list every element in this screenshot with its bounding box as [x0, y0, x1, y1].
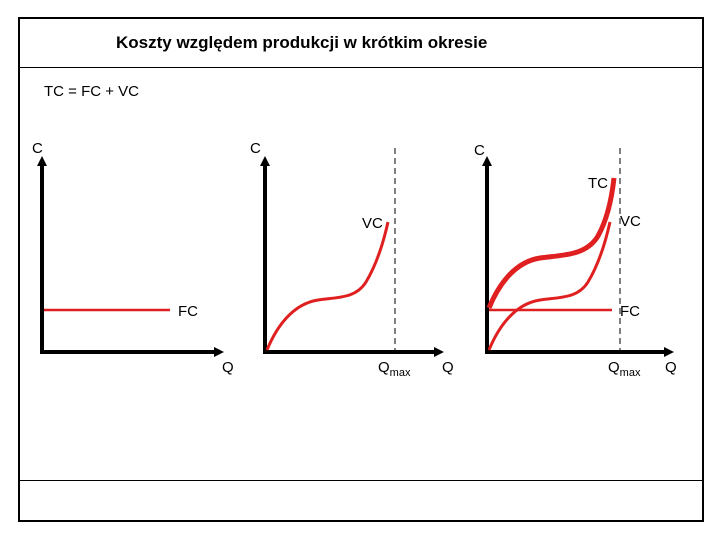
panel-tc: C Q Qmax TC VC FC: [474, 142, 677, 379]
vc-curve: [265, 221, 390, 351]
panel-vc: C Q Qmax VC: [250, 140, 454, 379]
vc-curve-label: VC: [362, 215, 383, 232]
panel-vc-y-label: C: [250, 140, 261, 157]
panel-tc-y-label: C: [474, 142, 485, 159]
panel-fc-y-label: C: [32, 140, 43, 157]
panel-fc: C Q FC: [32, 140, 234, 376]
tc-panel-vc-label: VC: [620, 213, 641, 230]
panel-vc-qmax-sub: max: [390, 367, 411, 379]
tc-panel-vc-curve: [487, 221, 612, 351]
slide-title: Koszty względem produkcji w krótkim okre…: [116, 33, 488, 52]
panel-fc-y-arrow: [37, 156, 47, 166]
panel-vc-qmax-label: Qmax: [378, 359, 411, 379]
cost-formula: TC = FC + VC: [44, 83, 140, 100]
panel-fc-x-arrow: [214, 347, 224, 357]
panel-vc-qmax-main: Q: [378, 359, 390, 376]
panel-tc-qmax-label: Qmax: [608, 359, 641, 379]
panel-tc-qmax-sub: max: [620, 367, 641, 379]
panel-vc-y-arrow: [260, 156, 270, 166]
panel-tc-x-arrow: [664, 347, 674, 357]
tc-panel-fc-label: FC: [620, 303, 640, 320]
panel-tc-x-label: Q: [665, 359, 677, 376]
panel-vc-x-arrow: [434, 347, 444, 357]
tc-curve-label: TC: [588, 175, 608, 192]
panel-fc-x-label: Q: [222, 359, 234, 376]
title-divider: [20, 67, 702, 68]
panel-vc-x-label: Q: [442, 359, 454, 376]
panel-tc-qmax-main: Q: [608, 359, 620, 376]
fc-curve-label: FC: [178, 303, 198, 320]
footer-divider: [20, 480, 702, 481]
tc-curve: [486, 177, 617, 309]
slide-frame: Koszty względem produkcji w krótkim okre…: [18, 17, 704, 522]
panel-tc-y-arrow: [482, 156, 492, 166]
